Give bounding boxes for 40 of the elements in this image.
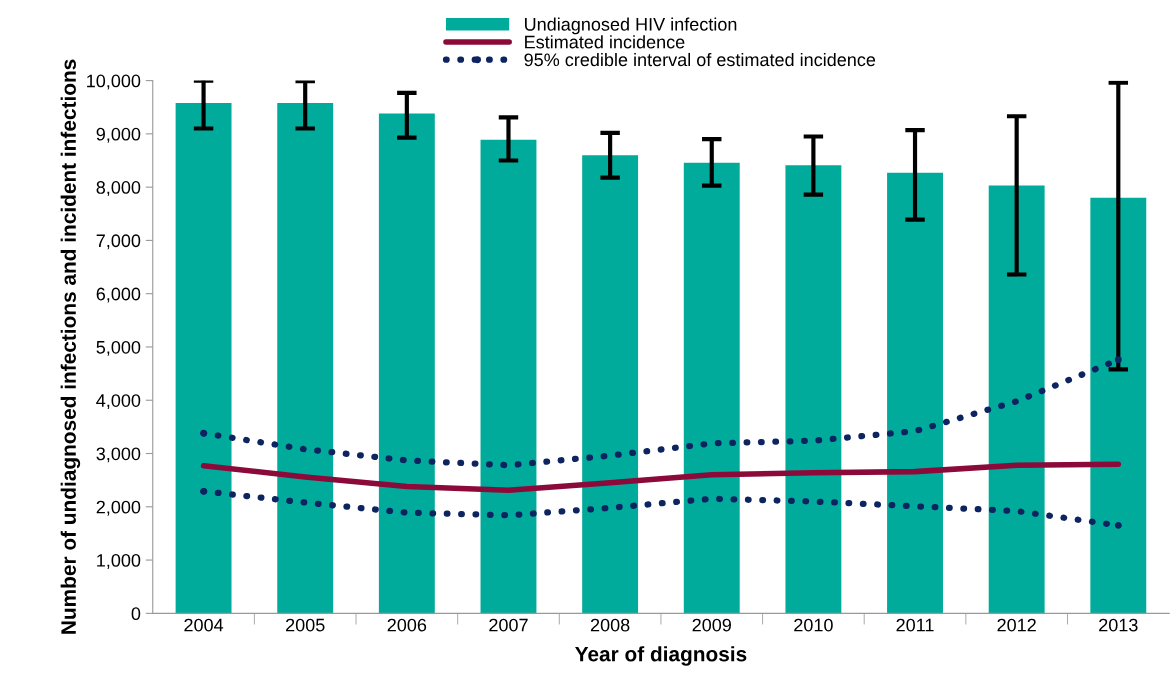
y-tick-label: 3,000 [96,447,141,463]
y-tick-label: 2,000 [96,500,141,516]
y-tick-label: 8,000 [96,181,141,196]
y-tick-label: 7,000 [96,234,141,250]
legend-label: 95% credible interval of estimated incidence [524,52,876,67]
y-tick-label: 0 [131,607,141,621]
bar [683,162,740,614]
point [1114,521,1122,529]
y-tick-label: 10,000 [87,74,141,90]
bar [582,155,639,614]
bar [1090,197,1147,614]
bar [175,102,232,614]
bar [277,102,334,614]
x-tick-label: 2011 [896,618,934,632]
x-axis-title: Year of diagnosis [575,646,747,666]
y-axis-title: Number of undiagnosed infections and incident infections [60,59,81,634]
y-tick-label: 6,000 [96,287,141,303]
point [1114,356,1122,364]
x-tick-label: 2009 [692,618,731,632]
y-tick-label: 9,000 [96,127,141,143]
y-tick-label: 4,000 [96,394,141,410]
x-tick-label: 2008 [590,618,630,632]
bar [785,165,842,614]
x-tick-label: 2004 [184,618,224,632]
x-tick-label: 2010 [794,618,833,632]
point [200,429,208,437]
x-tick-label: 2007 [489,618,528,632]
bar [988,185,1045,614]
legend-label: Estimated incidence [525,35,685,49]
bar [378,113,435,614]
x-tick-label: 2005 [286,618,325,632]
x-tick-label: 2013 [1099,618,1138,632]
y-tick-label: 1,000 [97,553,141,569]
x-tick-label: 2012 [997,618,1036,632]
bar [887,172,943,614]
x-tick-label: 2006 [387,618,427,632]
legend-label: Undiagnosed HIV infection [525,17,737,35]
y-tick-label: 5,000 [96,340,141,356]
point [200,487,208,495]
bar [480,139,537,614]
